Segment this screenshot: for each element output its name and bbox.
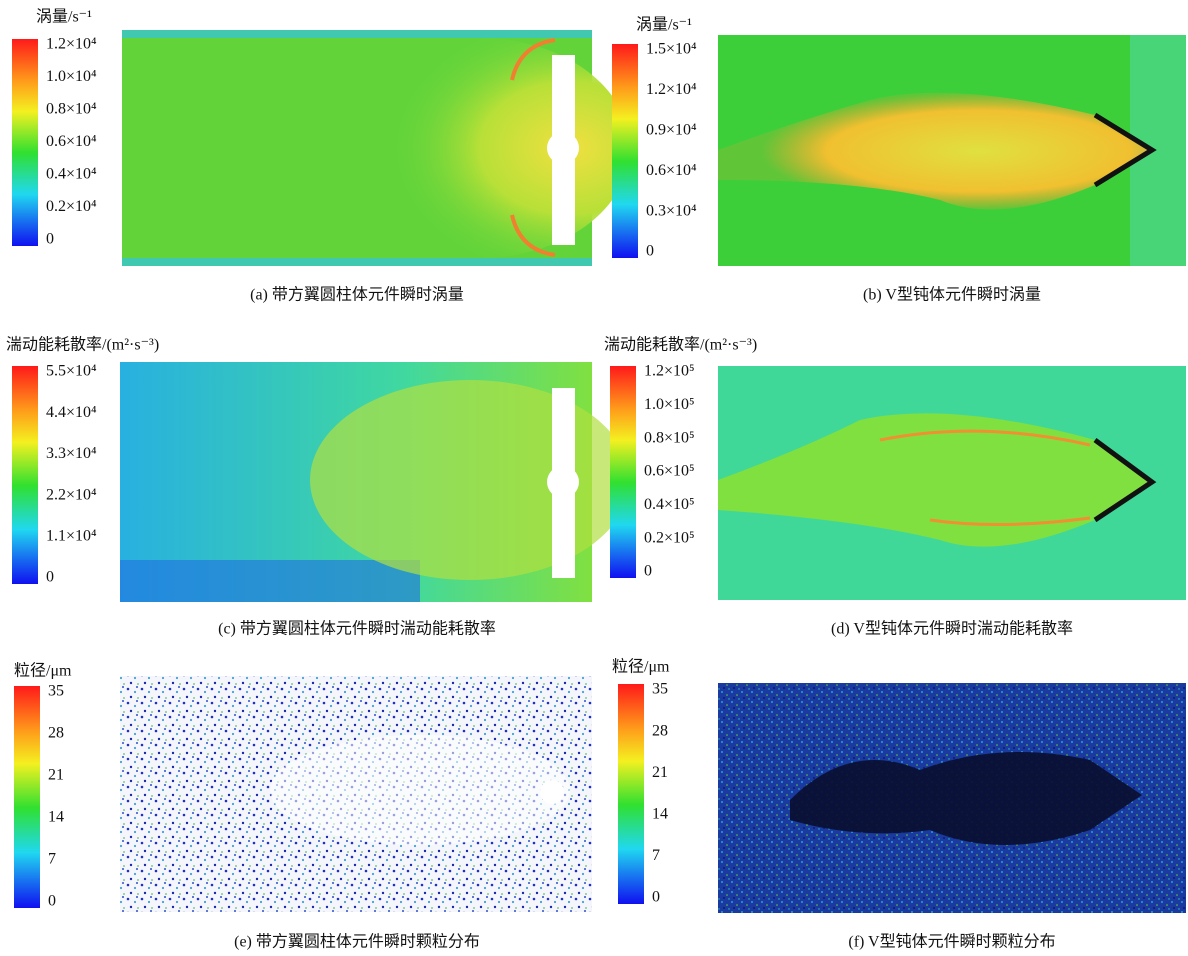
colorbar-label: 1.0×10⁴: [46, 68, 97, 85]
colorbar-label: 0.8×10⁵: [644, 429, 695, 446]
colorbar-label: 28: [48, 725, 64, 742]
caption: (b) V型钝体元件瞬时涡量: [863, 286, 1041, 304]
particle-image: [718, 683, 1186, 913]
colorbar-label: 0.8×10⁴: [46, 101, 97, 118]
colorbar-label: 1.1×10⁴: [46, 527, 97, 544]
colorbar-label: 0: [646, 243, 654, 260]
colorbar: [612, 44, 638, 258]
colorbar-label: 3.3×10⁴: [46, 445, 97, 462]
caption: (e) 带方翼圆柱体元件瞬时颗粒分布: [234, 933, 480, 951]
colorbar-label: 21: [652, 764, 668, 781]
colorbar-title: 涡量/s⁻¹: [636, 16, 692, 34]
colorbar-label: 0.4×10⁴: [46, 166, 97, 183]
colorbar-label: 0.2×10⁴: [46, 198, 97, 215]
colorbar-label: 35: [48, 683, 64, 700]
colorbar-label: 35: [652, 681, 668, 698]
colorbar-label: 28: [652, 722, 668, 739]
colorbar: [12, 366, 38, 584]
colorbar-label: 0: [46, 231, 54, 248]
colorbar-label: 0: [644, 563, 652, 580]
colorbar-label: 5.5×10⁴: [46, 363, 97, 380]
colorbar-label: 4.4×10⁴: [46, 404, 97, 421]
colorbar-label: 2.2×10⁴: [46, 486, 97, 503]
caption: (c) 带方翼圆柱体元件瞬时湍动能耗散率: [218, 620, 496, 638]
colorbar-title: 粒径/μm: [612, 658, 670, 676]
colorbar: [12, 39, 38, 246]
colorbar: [618, 684, 644, 904]
colorbar-label: 0: [46, 569, 54, 586]
colorbar-title: 涡量/s⁻¹: [36, 8, 92, 26]
colorbar-label: 0.6×10⁴: [646, 162, 697, 179]
colorbar-label: 14: [48, 809, 64, 826]
colorbar-label: 1.2×10⁴: [646, 81, 697, 98]
contour-image: [120, 362, 630, 602]
colorbar-label: 1.0×10⁵: [644, 396, 695, 413]
contour-image: [718, 35, 1186, 266]
colorbar-label: 7: [652, 847, 660, 864]
colorbar-label: 0: [652, 889, 660, 906]
colorbar-title: 湍动能耗散率/(m²·s⁻³): [6, 336, 159, 354]
colorbar-label: 7: [48, 851, 56, 868]
caption: (d) V型钝体元件瞬时湍动能耗散率: [831, 620, 1073, 638]
colorbar-label: 0.2×10⁵: [644, 529, 695, 546]
caption: (f) V型钝体元件瞬时颗粒分布: [848, 933, 1055, 951]
colorbar-label: 21: [48, 767, 64, 784]
colorbar-label: 1.5×10⁴: [646, 41, 697, 58]
particle-image: [120, 676, 592, 912]
colorbar-label: 0.6×10⁵: [644, 463, 695, 480]
colorbar-title: 湍动能耗散率/(m²·s⁻³): [604, 336, 757, 354]
colorbar-title: 粒径/μm: [14, 662, 72, 680]
colorbar-label: 0: [48, 893, 56, 910]
contour-image: [122, 30, 630, 266]
contour-image: [718, 366, 1186, 600]
colorbar-label: 1.2×10⁵: [644, 363, 695, 380]
colorbar: [14, 686, 40, 908]
colorbar-label: 0.3×10⁴: [646, 202, 697, 219]
caption: (a) 带方翼圆柱体元件瞬时涡量: [250, 286, 464, 304]
colorbar-label: 0.6×10⁴: [46, 133, 97, 150]
colorbar-label: 0.4×10⁵: [644, 496, 695, 513]
colorbar-label: 0.9×10⁴: [646, 121, 697, 138]
colorbar: [610, 366, 636, 578]
colorbar-label: 1.2×10⁴: [46, 36, 97, 53]
colorbar-label: 14: [652, 805, 668, 822]
